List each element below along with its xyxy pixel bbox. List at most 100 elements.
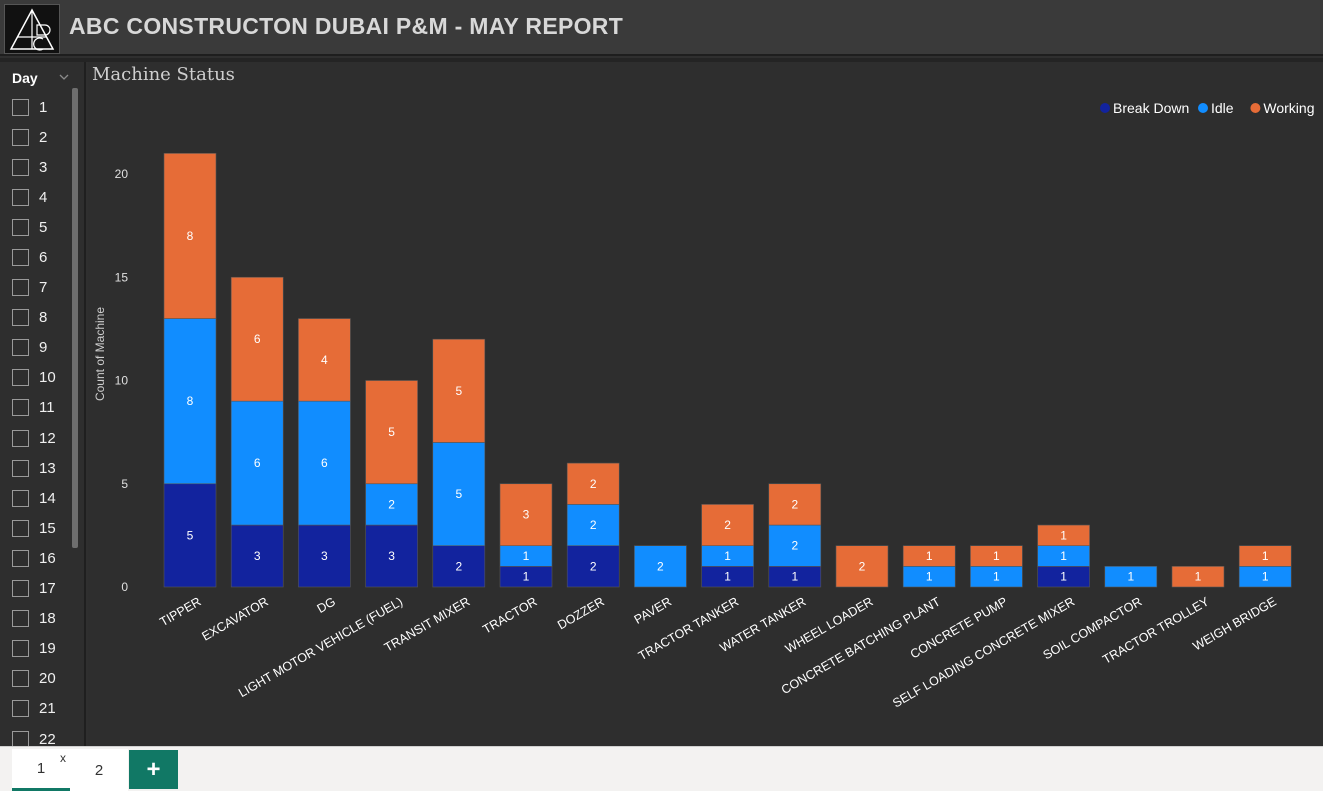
data-label: 3: [321, 549, 328, 563]
add-page-button[interactable]: +: [129, 750, 178, 789]
slicer-item-day-20[interactable]: 20: [12, 664, 72, 694]
slicer-header[interactable]: Day: [12, 68, 76, 88]
data-label: 2: [590, 518, 597, 532]
slicer-item-day-14[interactable]: 14: [12, 483, 72, 513]
y-axis-title: Count of Machine: [93, 307, 107, 401]
bar-segment[interactable]: [835, 545, 889, 588]
checkbox[interactable]: [12, 369, 29, 387]
bar-segment[interactable]: [566, 545, 620, 588]
bar-segment[interactable]: [1104, 566, 1158, 588]
slicer-item-label: 9: [39, 339, 48, 357]
checkbox[interactable]: [12, 309, 29, 327]
bar-segment[interactable]: [768, 524, 822, 567]
slicer-item-day-21[interactable]: 21: [12, 694, 72, 724]
checkbox[interactable]: [12, 249, 29, 267]
tab-page-2[interactable]: 2: [70, 749, 128, 791]
bar-segment[interactable]: [163, 318, 217, 485]
bar-segment[interactable]: [298, 400, 351, 526]
bar-segment[interactable]: [566, 504, 620, 546]
checkbox[interactable]: [12, 730, 29, 746]
data-label: 1: [724, 549, 731, 563]
day-slicer[interactable]: Day 1 2 3 4 5 6 7 8 9 10 11 12 13 14 15 16 17 18 19 20 21 22: [0, 62, 86, 746]
data-label: 1: [791, 570, 798, 584]
checkbox[interactable]: [12, 640, 29, 658]
bar-segment[interactable]: [634, 545, 687, 588]
data-label: 3: [254, 549, 261, 563]
close-icon[interactable]: x: [60, 751, 66, 765]
bar-segment[interactable]: [230, 276, 284, 402]
checkbox[interactable]: [12, 399, 29, 417]
slicer-item-day-12[interactable]: 12: [12, 423, 72, 453]
checkbox[interactable]: [12, 489, 29, 507]
slicer-item-day-6[interactable]: 6: [12, 242, 72, 272]
data-label: 1: [724, 570, 731, 584]
slicer-item-label: 1: [39, 98, 48, 116]
bar-segment[interactable]: [499, 483, 553, 547]
bar-segment[interactable]: [365, 524, 418, 588]
bar-segment[interactable]: [902, 545, 956, 567]
chevron-down-icon[interactable]: [59, 72, 69, 82]
slicer-item-day-22[interactable]: 22: [12, 724, 72, 746]
slicer-item-day-11[interactable]: 11: [12, 393, 72, 423]
bar-segment[interactable]: [432, 545, 486, 588]
slicer-item-day-17[interactable]: 17: [12, 574, 72, 604]
bar-segment[interactable]: [163, 153, 217, 319]
bar-segment[interactable]: [1171, 566, 1225, 588]
bar-segment[interactable]: [701, 504, 754, 546]
checkbox[interactable]: [12, 700, 29, 718]
slicer-item-day-7[interactable]: 7: [12, 273, 72, 303]
checkbox[interactable]: [12, 188, 29, 206]
slicer-item-day-18[interactable]: 18: [12, 604, 72, 634]
data-label: 8: [187, 229, 194, 243]
checkbox[interactable]: [12, 128, 29, 146]
slicer-item-label: 4: [39, 188, 48, 206]
slicer-item-day-16[interactable]: 16: [12, 543, 72, 573]
bar-segment[interactable]: [298, 318, 351, 402]
legend-entry[interactable]: Idle: [1211, 100, 1234, 116]
bar-segment[interactable]: [1037, 524, 1090, 546]
checkbox[interactable]: [12, 339, 29, 357]
bar-segment[interactable]: [970, 545, 1023, 567]
slicer-item-day-8[interactable]: 8: [12, 303, 72, 333]
checkbox[interactable]: [12, 549, 29, 567]
slicer-item-day-19[interactable]: 19: [12, 634, 72, 664]
slicer-item-day-13[interactable]: 13: [12, 453, 72, 483]
checkbox[interactable]: [12, 429, 29, 447]
data-label: 1: [926, 549, 933, 563]
bar-segment[interactable]: [432, 338, 486, 443]
slicer-item-day-5[interactable]: 5: [12, 212, 72, 242]
checkbox[interactable]: [12, 158, 29, 176]
bar-segment[interactable]: [432, 442, 486, 547]
bar-segment[interactable]: [768, 483, 822, 526]
checkbox[interactable]: [12, 670, 29, 688]
slicer-item-day-10[interactable]: 10: [12, 363, 72, 393]
bar-segment[interactable]: [365, 380, 418, 485]
bar-segment[interactable]: [566, 462, 620, 505]
slicer-item-day-2[interactable]: 2: [12, 122, 72, 152]
legend-entry[interactable]: Break Down: [1113, 100, 1189, 116]
slicer-item-day-9[interactable]: 9: [12, 333, 72, 363]
slicer-item-day-4[interactable]: 4: [12, 182, 72, 212]
slicer-item-day-3[interactable]: 3: [12, 152, 72, 182]
data-label: 2: [590, 477, 597, 491]
data-label: 2: [388, 497, 395, 511]
checkbox[interactable]: [12, 610, 29, 628]
slicer-item-day-15[interactable]: 15: [12, 513, 72, 543]
bar-segment[interactable]: [1238, 545, 1292, 567]
slicer-item-label: 3: [39, 158, 48, 176]
chart-canvas: Count of Machine05101520588TIPPER366EXCA…: [93, 100, 1314, 710]
bar-segment[interactable]: [298, 524, 351, 588]
slicer-scrollbar[interactable]: [72, 88, 78, 548]
checkbox[interactable]: [12, 519, 29, 537]
slicer-item-day-1[interactable]: 1: [12, 92, 72, 122]
checkbox[interactable]: [12, 580, 29, 598]
legend-entry[interactable]: Working: [1263, 100, 1314, 116]
checkbox[interactable]: [12, 98, 29, 116]
tab-page-1[interactable]: 1 x: [12, 749, 70, 791]
checkbox[interactable]: [12, 459, 29, 477]
checkbox[interactable]: [12, 218, 29, 236]
bar-segment[interactable]: [163, 483, 217, 588]
checkbox[interactable]: [12, 279, 29, 297]
bar-segment[interactable]: [230, 524, 284, 588]
slicer-title: Day: [12, 70, 38, 86]
